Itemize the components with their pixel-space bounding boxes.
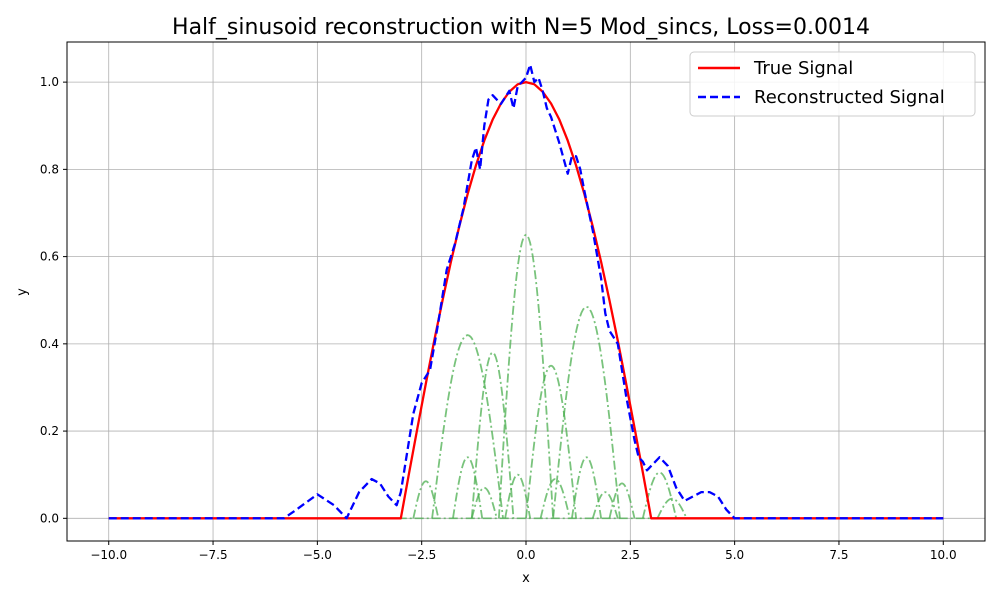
component-curve-9 xyxy=(641,471,678,519)
legend: True Signal Reconstructed Signal xyxy=(689,51,976,117)
x-tick-label-0: −10.0 xyxy=(90,548,127,562)
component-curve-10 xyxy=(504,473,532,519)
component-curve-7 xyxy=(412,480,440,519)
component-curve-6 xyxy=(571,456,602,519)
x-tick-label-3: −2.5 xyxy=(407,548,436,562)
legend-label-1: Reconstructed Signal xyxy=(754,87,945,108)
x-tick-label-2: −5.0 xyxy=(303,548,332,562)
series-line-reconstructed-signal xyxy=(108,63,944,520)
chart-title: Half_sinusoid reconstruction with N=5 Mo… xyxy=(172,15,870,40)
x-axis-label: x xyxy=(522,571,530,586)
y-tick-label-5: 1.0 xyxy=(40,75,59,89)
legend-box xyxy=(689,51,976,117)
legend-label-0: True Signal xyxy=(753,58,853,79)
y-tick-label-3: 0.6 xyxy=(40,250,59,264)
component-curve-11 xyxy=(539,478,571,519)
x-tick-label-1: −7.5 xyxy=(198,548,227,562)
component-curve-13 xyxy=(591,491,619,519)
x-tick-label-6: 5.0 xyxy=(725,548,744,562)
y-tick-label-2: 0.4 xyxy=(40,337,59,351)
y-axis-label: y xyxy=(15,288,30,296)
component-curve-1 xyxy=(431,334,504,519)
plot-area: −10.0 −7.5 −5.0 −2.5 0.0 2.5 5.0 7.5 10.0 0.0 0.2 0… xyxy=(40,41,986,562)
x-tick-label-8: 10.0 xyxy=(930,548,957,562)
x-tick-label-4: 0.0 xyxy=(516,548,535,562)
component-curve-14 xyxy=(656,497,688,519)
component-curve-5 xyxy=(452,456,484,519)
y-tick-label-0: 0.0 xyxy=(40,511,59,525)
y-tick-label-4: 0.8 xyxy=(40,162,59,176)
component-curve-12 xyxy=(470,486,498,519)
y-tick-label-1: 0.2 xyxy=(40,424,59,438)
component-curve-8 xyxy=(608,482,636,519)
x-tick-label-5: 2.5 xyxy=(621,548,640,562)
x-tick-label-7: 7.5 xyxy=(829,548,848,562)
component-curve-4 xyxy=(525,364,577,519)
